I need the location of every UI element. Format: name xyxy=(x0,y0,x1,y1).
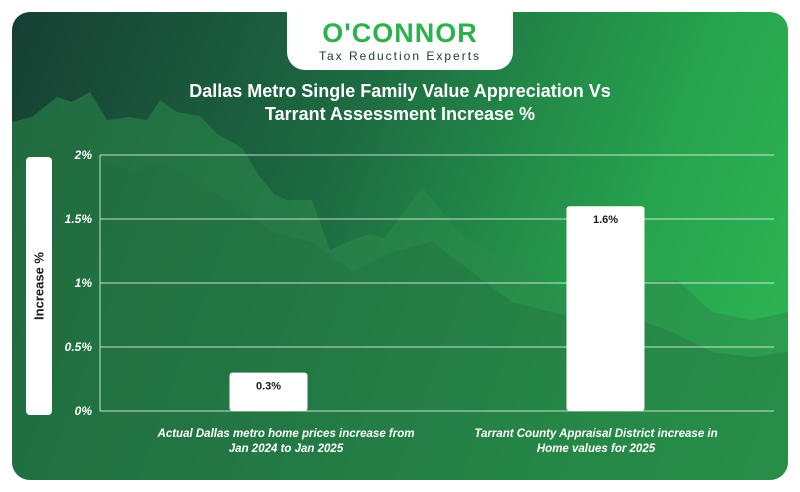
brand-name: O'CONNOR xyxy=(322,18,478,48)
bar xyxy=(229,372,308,411)
x-category-label-2-line2: Home values for 2025 xyxy=(536,443,656,455)
chart-title-line1: Dallas Metro Single Family Value Appreci… xyxy=(189,81,611,101)
y-tick-label: 0% xyxy=(75,404,93,418)
y-tick-label: 1.5% xyxy=(65,212,93,226)
y-tick-label: 1% xyxy=(75,276,93,290)
x-category-label-2: Tarrant County Appraisal District increa… xyxy=(441,427,751,457)
y-axis-label-box xyxy=(26,157,52,415)
x-category-label-2-line1: Tarrant County Appraisal District increa… xyxy=(474,428,718,440)
y-tick-label: 0.5% xyxy=(65,340,93,354)
y-tick-label: 2% xyxy=(74,148,93,162)
bar-value-label: 1.6% xyxy=(593,214,618,226)
bar-chart-plot: 0% 0.5% 1% 1.5% 2% 0.3% 1.6% xyxy=(65,148,774,418)
chart-card: O'CONNOR Tax Reduction Experts Dallas Me… xyxy=(12,12,788,480)
brand-tagline: Tax Reduction Experts xyxy=(318,49,482,63)
x-category-label-1-line2: Jan 2024 to Jan 2025 xyxy=(228,443,344,455)
brand-logo: O'CONNOR Tax Reduction Experts xyxy=(287,12,513,70)
x-category-label-1-line1: Actual Dallas metro home prices increase… xyxy=(157,428,415,440)
chart-title: Dallas Metro Single Family Value Appreci… xyxy=(100,80,700,126)
bar-value-label: 0.3% xyxy=(256,381,281,393)
chart-title-line2: Tarrant Assessment Increase % xyxy=(264,104,536,124)
bar xyxy=(566,206,645,411)
x-category-label-1: Actual Dallas metro home prices increase… xyxy=(131,427,441,457)
